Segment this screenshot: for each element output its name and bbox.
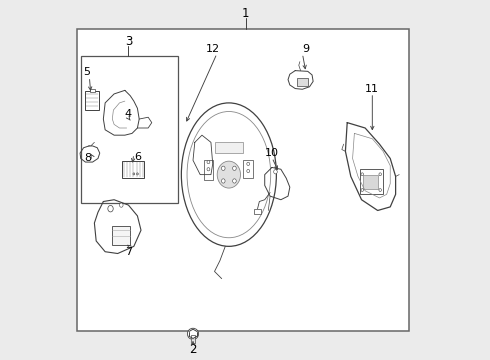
- Text: 12: 12: [206, 44, 220, 54]
- Ellipse shape: [120, 203, 123, 207]
- Bar: [112, 226, 130, 245]
- Ellipse shape: [217, 161, 241, 188]
- Bar: [204, 160, 213, 180]
- Ellipse shape: [274, 170, 277, 174]
- Bar: [360, 169, 383, 194]
- Ellipse shape: [361, 173, 364, 176]
- Ellipse shape: [207, 161, 210, 164]
- Ellipse shape: [207, 168, 210, 171]
- Text: 8: 8: [84, 153, 92, 163]
- Text: 11: 11: [366, 84, 379, 94]
- Ellipse shape: [247, 170, 250, 173]
- Ellipse shape: [133, 173, 135, 175]
- Ellipse shape: [247, 162, 250, 166]
- Text: 2: 2: [189, 343, 197, 356]
- Bar: [215, 142, 243, 153]
- Ellipse shape: [187, 112, 270, 238]
- Ellipse shape: [221, 179, 225, 183]
- Bar: [81, 56, 177, 203]
- Ellipse shape: [233, 179, 236, 183]
- Ellipse shape: [361, 189, 364, 192]
- Text: 10: 10: [265, 148, 279, 158]
- Text: 6: 6: [134, 152, 141, 162]
- Text: 3: 3: [125, 35, 132, 49]
- Ellipse shape: [379, 189, 381, 192]
- Bar: [122, 161, 144, 178]
- Ellipse shape: [187, 328, 198, 339]
- Bar: [85, 91, 99, 110]
- Text: 7: 7: [125, 247, 132, 257]
- Bar: [364, 175, 378, 189]
- Bar: [254, 209, 261, 214]
- Text: 4: 4: [125, 109, 132, 119]
- Ellipse shape: [233, 166, 236, 170]
- Bar: [243, 160, 253, 178]
- Text: 5: 5: [83, 67, 90, 77]
- Text: 9: 9: [302, 44, 310, 54]
- Ellipse shape: [137, 173, 138, 175]
- Bar: [77, 30, 409, 330]
- Ellipse shape: [221, 166, 225, 170]
- Bar: [90, 89, 96, 92]
- Bar: [191, 335, 195, 343]
- Ellipse shape: [108, 206, 113, 212]
- Ellipse shape: [379, 173, 381, 176]
- Bar: [297, 78, 308, 86]
- Text: 1: 1: [242, 7, 249, 20]
- Ellipse shape: [181, 103, 276, 246]
